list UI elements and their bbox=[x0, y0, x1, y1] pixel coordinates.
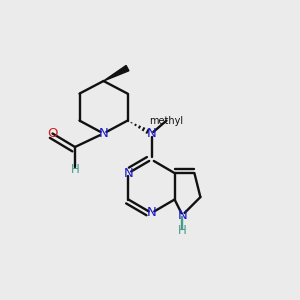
Text: N: N bbox=[147, 206, 156, 220]
Text: O: O bbox=[47, 127, 58, 140]
Text: N: N bbox=[147, 127, 156, 140]
Text: N: N bbox=[99, 127, 108, 140]
Text: H: H bbox=[70, 163, 80, 176]
Text: N: N bbox=[178, 208, 187, 222]
Text: N: N bbox=[124, 167, 133, 180]
Text: H: H bbox=[178, 224, 187, 237]
Polygon shape bbox=[103, 65, 129, 81]
Text: methyl: methyl bbox=[149, 116, 184, 126]
